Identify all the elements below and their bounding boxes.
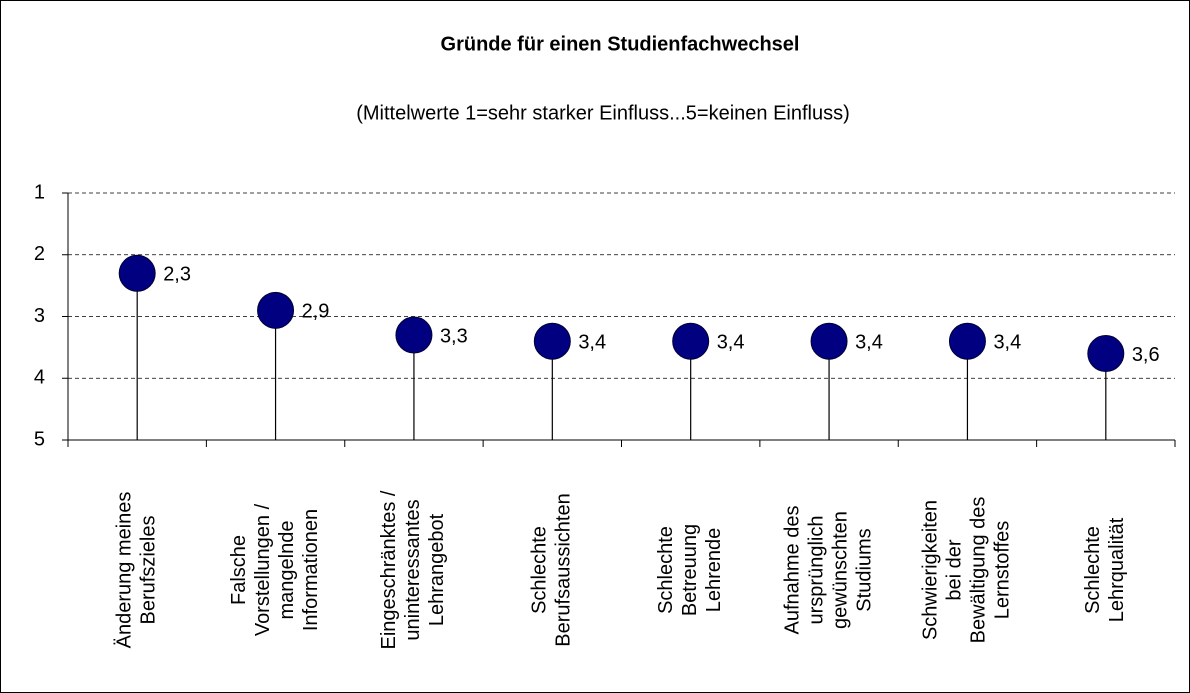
x-tick-label: Schlechte	[529, 526, 551, 614]
y-tick-label: 1	[34, 181, 45, 203]
value-label: 2,9	[302, 301, 330, 323]
chart-subtitle: (Mittelwerte 1=sehr starker Einfluss...5…	[356, 102, 850, 124]
x-tick-label: Informationen	[300, 509, 322, 631]
x-tick-label: bei der	[944, 539, 966, 600]
x-tick-label: Bewältigung des	[968, 497, 990, 644]
marker	[118, 254, 156, 292]
x-tick-label: gewünschten	[829, 511, 851, 629]
marker	[810, 322, 848, 360]
y-tick-label: 2	[34, 243, 45, 265]
value-label: 3,4	[855, 331, 883, 353]
value-label: 3,6	[1132, 344, 1160, 366]
x-tick-label: Betreuung	[679, 524, 701, 616]
x-tick-label: Schwierigkeiten	[920, 500, 942, 640]
value-label: 2,3	[163, 264, 191, 286]
value-label: 3,4	[578, 331, 606, 353]
x-tick-label: Lehrangebot	[426, 513, 448, 626]
x-tick-label: uninteressantes	[402, 499, 424, 640]
x-tick-label: Lernstoffes	[992, 521, 1014, 620]
x-tick-label: Berufszieles	[137, 516, 159, 625]
x-tick-label: Berufsaussichten	[553, 493, 575, 646]
chart-title: Gründe für einen Studienfachwechsel	[441, 33, 800, 55]
marker	[257, 291, 295, 329]
marker	[672, 322, 710, 360]
y-tick-label: 5	[34, 428, 45, 450]
x-tick-label: Falsche	[228, 535, 250, 605]
value-label: 3,4	[993, 331, 1021, 353]
x-tick-label: Lehrende	[703, 528, 725, 613]
x-tick-label: ursprünglich	[805, 516, 827, 625]
x-tick-label: Lehrqualität	[1106, 517, 1128, 622]
value-label: 3,4	[717, 331, 745, 353]
x-tick-label: Eingeschränktes /	[378, 490, 400, 649]
x-tick-label: Schlechte	[1082, 526, 1104, 614]
marker	[1087, 335, 1125, 373]
marker	[395, 316, 433, 354]
y-tick-label: 3	[34, 305, 45, 327]
x-tick-label: mangelnde	[276, 521, 298, 620]
marker	[948, 322, 986, 360]
x-tick-label: Aufnahme des	[781, 506, 803, 635]
x-tick-label: Studiums	[853, 528, 875, 611]
marker	[533, 322, 571, 360]
y-tick-label: 4	[34, 367, 45, 389]
value-label: 3,3	[440, 325, 468, 347]
x-tick-label: Vorstellungen /	[252, 503, 274, 636]
x-tick-label: Schlechte	[655, 526, 677, 614]
x-tick-label: Änderung meines	[113, 492, 135, 649]
